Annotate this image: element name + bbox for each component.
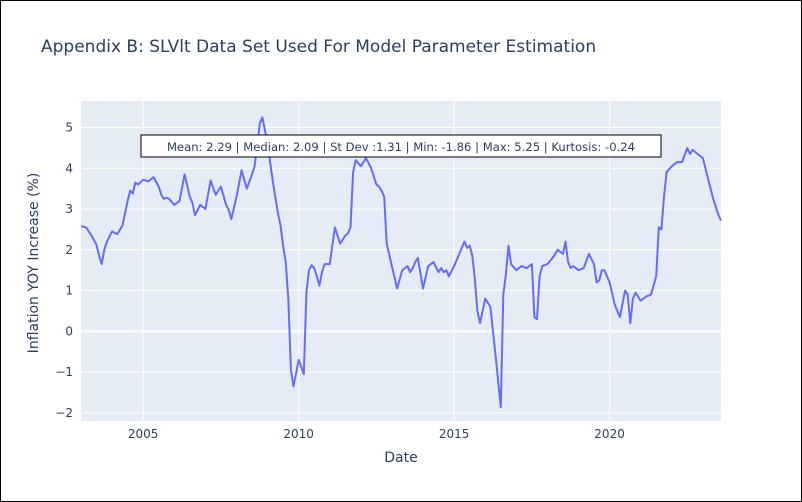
y-tick-label: 5 bbox=[65, 120, 73, 134]
y-tick-label: −2 bbox=[55, 406, 73, 420]
y-axis-label: Inflation YOY Increase (%) bbox=[26, 173, 42, 354]
chart-title: Appendix B: SLVlt Data Set Used For Mode… bbox=[41, 37, 596, 57]
y-gridlines bbox=[81, 126, 721, 414]
y-tick-label: 3 bbox=[65, 202, 73, 216]
x-tick-label: 2010 bbox=[283, 427, 314, 441]
x-tick-label: 2005 bbox=[128, 427, 159, 441]
series-layer bbox=[80, 116, 722, 409]
stats-annotation-text: Mean: 2.29 | Median: 2.09 | St Dev :1.31… bbox=[167, 140, 635, 155]
y-tick-label: 2 bbox=[65, 243, 73, 257]
x-tick-label: 2015 bbox=[439, 427, 470, 441]
series-line bbox=[80, 116, 722, 409]
y-tick-label: 0 bbox=[65, 324, 73, 338]
y-tick-label: −1 bbox=[55, 365, 73, 379]
x-tick-labels: 2005 2010 2015 2020 bbox=[128, 427, 625, 441]
y-tick-label: 1 bbox=[65, 284, 73, 298]
x-tick-label: 2020 bbox=[594, 427, 625, 441]
stats-annotation: Mean: 2.29 | Median: 2.09 | St Dev :1.31… bbox=[140, 134, 662, 158]
y-tick-labels: −2 −1 0 1 2 3 4 5 bbox=[55, 120, 73, 419]
stats-annotation-box bbox=[140, 134, 662, 158]
y-tick-label: 4 bbox=[65, 161, 73, 175]
x-axis-label: Date bbox=[384, 450, 417, 466]
